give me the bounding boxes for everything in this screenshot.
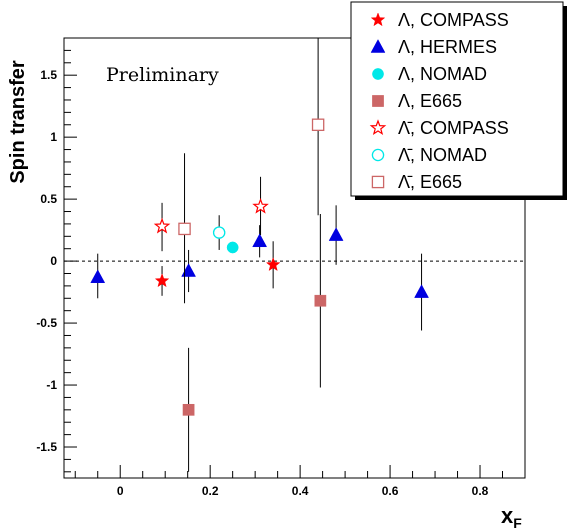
- x-tick-label: 0.8: [472, 484, 489, 498]
- legend: Λ, COMPASS Λ, HERMES Λ, NOMAD Λ, E665 Λ̄, CO…: [350, 1, 567, 200]
- y-tick-label: -1.5: [36, 440, 57, 454]
- x-tick-label: 0.4: [292, 484, 309, 498]
- x-tick-label: 0.6: [382, 484, 399, 498]
- legend-marker: [370, 39, 386, 53]
- y-tick-label: 0.5: [40, 192, 57, 206]
- legend-box: [350, 1, 564, 197]
- series-6: [178, 38, 325, 304]
- data-point: [154, 273, 170, 288]
- x-axis-title-main: x: [501, 503, 514, 528]
- data-point: [181, 263, 196, 277]
- legend-label: Λ, COMPASS: [398, 10, 509, 30]
- series-5: [212, 215, 226, 250]
- y-tick-label: 1: [50, 130, 57, 144]
- y-tick-label: -0.5: [36, 316, 57, 330]
- y-axis-title: Spin transfer: [7, 60, 29, 184]
- series-1: [90, 205, 429, 331]
- series-2: [226, 241, 239, 254]
- data-point: [252, 197, 269, 214]
- data-point: [226, 241, 239, 254]
- y-tick-label: 1.5: [40, 68, 57, 82]
- data-point: [311, 118, 325, 132]
- x-axis-title-sub: F: [513, 515, 522, 529]
- x-tick-label: 0.2: [202, 484, 219, 498]
- y-tick-label: -1: [46, 378, 57, 392]
- legend-label: Λ̄, COMPASS: [398, 118, 509, 138]
- points-layer: [90, 38, 429, 472]
- data-point: [328, 227, 344, 241]
- legend-label: Λ̄, E665: [398, 172, 462, 192]
- y-tick-label: 0: [50, 254, 57, 268]
- data-point: [265, 257, 281, 272]
- legend-marker: [371, 175, 385, 189]
- x-axis-title: xF: [501, 503, 522, 529]
- legend-marker: [369, 119, 387, 136]
- preliminary-annotation: Preliminary: [106, 64, 219, 86]
- data-point: [314, 294, 327, 307]
- legend-marker: [371, 148, 385, 162]
- data-point: [182, 403, 195, 416]
- data-point: [90, 269, 106, 283]
- data-point: [414, 284, 429, 298]
- data-point: [153, 217, 171, 234]
- legend-label: Λ̄, NOMAD: [398, 145, 487, 165]
- series-0: [154, 241, 281, 296]
- data-point: [252, 233, 268, 248]
- legend-marker: [372, 68, 384, 80]
- series-4: [153, 176, 269, 252]
- legend-label: Λ, NOMAD: [398, 64, 487, 84]
- series-3: [182, 214, 327, 472]
- data-point: [212, 226, 226, 239]
- legend-marker: [372, 95, 384, 107]
- legend-label: Λ, E665: [398, 91, 462, 111]
- legend-label: Λ, HERMES: [398, 37, 497, 57]
- data-point: [178, 222, 191, 236]
- legend-marker: [370, 12, 386, 27]
- ticks-layer: 0 0.2 0.4 0.6 0.8 -1.5 -1 -0.5 0 0.5 1 1.5: [36, 49, 526, 498]
- x-tick-label: 0: [117, 484, 124, 498]
